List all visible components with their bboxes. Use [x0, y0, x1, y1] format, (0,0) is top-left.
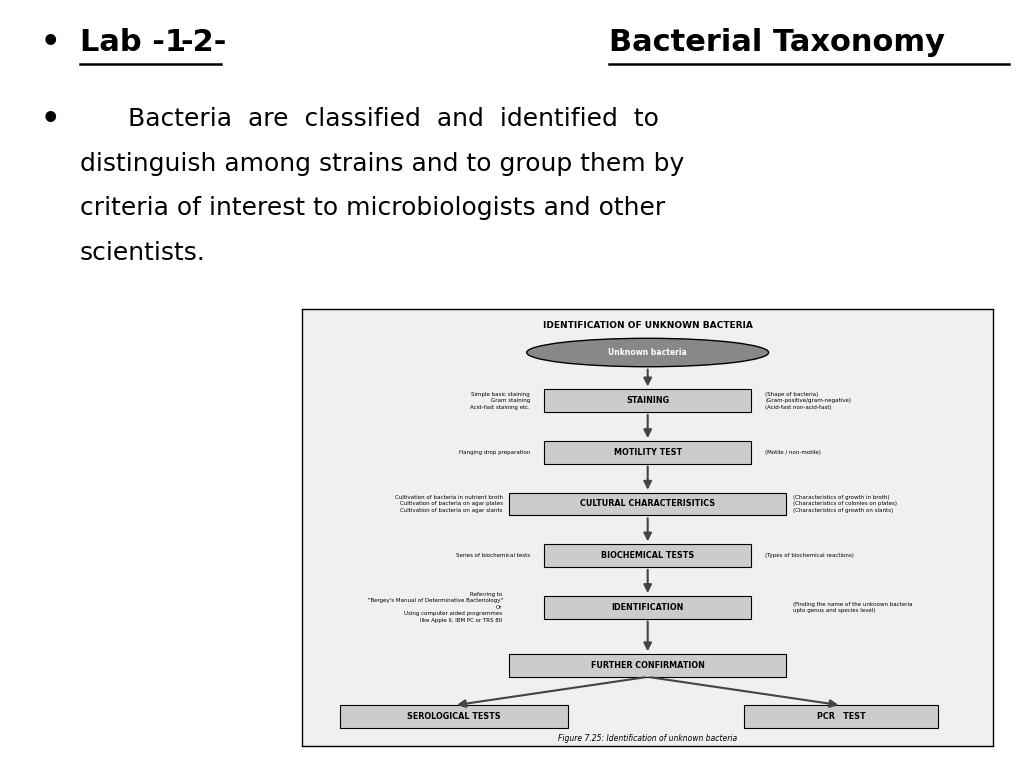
Text: (Types of biochemical reactions): (Types of biochemical reactions)	[765, 553, 854, 558]
Text: (Motile / non-motile): (Motile / non-motile)	[765, 450, 821, 455]
FancyBboxPatch shape	[340, 705, 568, 728]
Text: Unknown bacteria: Unknown bacteria	[608, 348, 687, 357]
Text: (Shape of bacteria)
(Gram-positive/gram-negative)
(Acid-fast non-acid-fast): (Shape of bacteria) (Gram-positive/gram-…	[765, 392, 851, 409]
FancyBboxPatch shape	[544, 441, 752, 464]
Text: BIOCHEMICAL TESTS: BIOCHEMICAL TESTS	[601, 551, 694, 560]
FancyBboxPatch shape	[544, 389, 752, 412]
FancyBboxPatch shape	[544, 545, 752, 567]
Text: Bacterial Taxonomy: Bacterial Taxonomy	[609, 28, 945, 57]
Text: FURTHER CONFIRMATION: FURTHER CONFIRMATION	[591, 661, 705, 670]
FancyBboxPatch shape	[510, 492, 786, 515]
Text: IDENTIFICATION: IDENTIFICATION	[611, 603, 684, 612]
Text: STAINING: STAINING	[626, 396, 670, 406]
Text: MOTILITY TEST: MOTILITY TEST	[613, 448, 682, 457]
Text: •: •	[41, 104, 60, 134]
Text: Cultivation of bacteria in nutrient broth
Cultivation of bacteria on agar plates: Cultivation of bacteria in nutrient brot…	[394, 495, 503, 513]
Text: distinguish among strains and to group them by: distinguish among strains and to group t…	[80, 151, 684, 176]
Text: SEROLOGICAL TESTS: SEROLOGICAL TESTS	[408, 712, 501, 721]
Text: Figure 7.25: Identification of unknown bacteria: Figure 7.25: Identification of unknown b…	[558, 734, 737, 743]
Text: •: •	[41, 28, 60, 57]
Text: IDENTIFICATION OF UNKNOWN BACTERIA: IDENTIFICATION OF UNKNOWN BACTERIA	[543, 321, 753, 330]
Text: (Finding the name of the unknown bacteria
upto genus and species level): (Finding the name of the unknown bacteri…	[793, 601, 912, 613]
Text: PCR   TEST: PCR TEST	[817, 712, 865, 721]
FancyBboxPatch shape	[544, 596, 752, 619]
Text: CULTURAL CHARACTERISITICS: CULTURAL CHARACTERISITICS	[581, 499, 715, 508]
Text: Hanging drop preparation: Hanging drop preparation	[459, 450, 530, 455]
Text: Bacteria  are  classified  and  identified  to: Bacteria are classified and identified t…	[80, 107, 658, 131]
Text: criteria of interest to microbiologists and other: criteria of interest to microbiologists …	[80, 196, 666, 220]
FancyBboxPatch shape	[744, 705, 938, 728]
Text: -2-: -2-	[180, 28, 226, 57]
Text: Simple basic staining
Gram staining
Acid-fast staining etc.: Simple basic staining Gram staining Acid…	[470, 392, 530, 409]
Text: Referring to
"Bergey's Manual of Determinative Bacteriology"
Or
Using computer a: Referring to "Bergey's Manual of Determi…	[368, 592, 503, 623]
Text: (Characteristics of growth in broth)
(Characteristics of colonies on plates)
(Ch: (Characteristics of growth in broth) (Ch…	[793, 495, 897, 513]
Text: Lab -1: Lab -1	[80, 28, 186, 57]
Text: Series of biochemical tests: Series of biochemical tests	[456, 553, 530, 558]
Ellipse shape	[526, 338, 769, 367]
FancyBboxPatch shape	[510, 654, 786, 677]
Text: scientists.: scientists.	[80, 240, 206, 265]
